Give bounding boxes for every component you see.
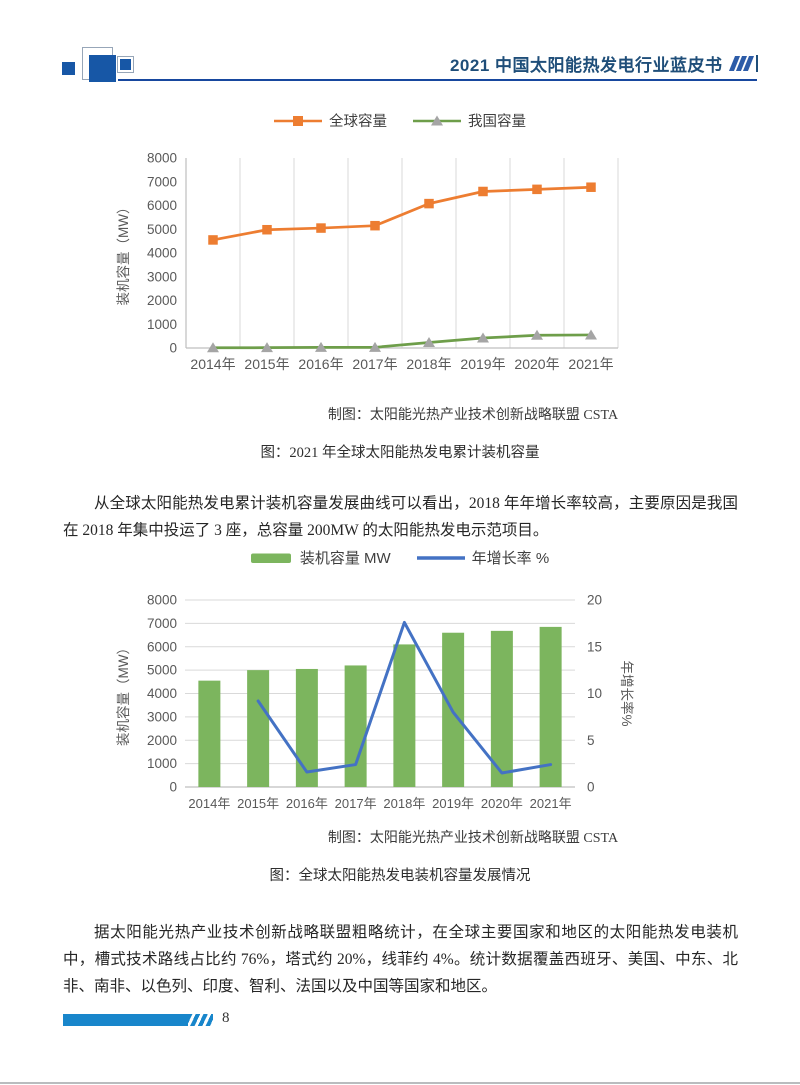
china-capacity-legend-marker <box>413 115 461 125</box>
chart1-source-caption: 制图：太阳能光热产业技术创新战略联盟 CSTA <box>327 408 619 423</box>
svg-text:20: 20 <box>587 593 602 608</box>
svg-text:2017年: 2017年 <box>335 796 377 811</box>
global-capacity-legend-marker <box>274 115 322 126</box>
svg-text:2020年: 2020年 <box>514 356 559 372</box>
svg-text:7000: 7000 <box>147 174 177 189</box>
legend-item-china-capacity: 我国容量 <box>413 110 526 131</box>
scan-artifact-line <box>0 1082 800 1084</box>
svg-text:4000: 4000 <box>147 246 177 261</box>
svg-text:2014年: 2014年 <box>188 796 230 811</box>
capacity-growth-combo-chart-svg: 0 1000 2000 3000 4000 5000 6000 7000 8000 0 5 10 15 2… <box>115 593 635 812</box>
legend-label-growth-rate: 年增长率 % <box>471 550 550 567</box>
chart2-legend: 装机容量 MW 年增长率 % <box>0 547 800 568</box>
footer-bar <box>63 1014 188 1026</box>
slashes-icon <box>728 55 758 72</box>
svg-text:5000: 5000 <box>147 222 177 237</box>
svg-text:2018年: 2018年 <box>406 356 451 372</box>
svg-text:2019年: 2019年 <box>432 796 474 811</box>
svg-text:3000: 3000 <box>147 269 177 284</box>
svg-text:0: 0 <box>587 780 595 795</box>
chart2-source-caption: 制图：太阳能光热产业技术创新战略联盟 CSTA <box>327 831 619 846</box>
cumulative-capacity-line-chart-svg: 0 1000 2000 3000 4000 5000 6000 7000 8000 2014年 20… <box>115 151 619 372</box>
svg-text:2019年: 2019年 <box>460 356 505 372</box>
svg-text:6000: 6000 <box>147 198 177 213</box>
svg-text:2021年: 2021年 <box>568 356 613 372</box>
growth-rate-legend-marker <box>416 555 465 560</box>
paragraph-technology-share: 据太阳能光热产业技术创新战略联盟粗略统计，在全球主要国家和地区的太阳能热发电装机… <box>63 923 738 995</box>
svg-text:8000: 8000 <box>147 593 177 608</box>
footer-slashes-icon <box>188 1014 213 1026</box>
installed-capacity-legend-marker <box>250 553 291 563</box>
svg-text:4000: 4000 <box>147 686 177 701</box>
cumulative-capacity-line-chart: 0 1000 2000 3000 4000 5000 6000 7000 8000 2014年 20… <box>112 136 652 383</box>
legend-item-global-capacity: 全球容量 <box>274 110 387 131</box>
svg-text:2014年: 2014年 <box>190 356 235 372</box>
svg-text:2016年: 2016年 <box>286 796 328 811</box>
svg-text:2021年: 2021年 <box>530 796 572 811</box>
svg-text:0: 0 <box>169 780 177 795</box>
document-title: 2021 中国太阳能热发电行业蓝皮书 <box>449 56 723 75</box>
svg-text:5000: 5000 <box>147 663 177 678</box>
svg-text:3000: 3000 <box>147 709 177 724</box>
logo-big-square <box>89 55 116 82</box>
svg-text:年增长率%: 年增长率% <box>619 660 635 726</box>
svg-text:1000: 1000 <box>147 756 177 771</box>
svg-text:装机容量（MW）: 装机容量（MW） <box>115 641 131 746</box>
legend-item-growth-rate: 年增长率 % <box>416 547 550 568</box>
svg-text:2017年: 2017年 <box>352 356 397 372</box>
svg-text:1000: 1000 <box>147 317 177 332</box>
svg-text:6000: 6000 <box>147 639 177 654</box>
svg-text:2016年: 2016年 <box>298 356 343 372</box>
svg-text:装机容量（MW）: 装机容量（MW） <box>115 201 131 306</box>
legend-label-installed-capacity: 装机容量 MW <box>299 550 391 567</box>
svg-text:2020年: 2020年 <box>481 796 523 811</box>
chart2-figure-caption: 图：全球太阳能热发电装机容量发展情况 <box>269 868 531 884</box>
header-rule <box>118 79 757 81</box>
paragraph-growth-explanation: 从全球太阳能热发电累计装机容量发展曲线可以看出，2018 年年增长率较高，主要原… <box>63 494 738 539</box>
svg-text:15: 15 <box>587 639 602 654</box>
legend-label-china-capacity: 我国容量 <box>468 114 526 130</box>
legend-item-installed-capacity: 装机容量 MW <box>250 547 391 568</box>
chart1-figure-caption: 图：2021 年全球太阳能热发电累计装机容量 <box>260 445 540 461</box>
svg-text:2018年: 2018年 <box>383 796 425 811</box>
svg-text:2000: 2000 <box>147 733 177 748</box>
svg-text:8000: 8000 <box>147 151 177 166</box>
logo-small-square-left <box>62 62 75 75</box>
svg-text:2015年: 2015年 <box>244 356 289 372</box>
svg-text:10: 10 <box>587 686 602 701</box>
chart1-legend: 全球容量 我国容量 <box>0 110 800 131</box>
legend-label-global-capacity: 全球容量 <box>329 114 387 130</box>
svg-text:2015年: 2015年 <box>237 796 279 811</box>
logo-small-square-right <box>120 59 131 70</box>
capacity-growth-combo-chart: 0 1000 2000 3000 4000 5000 6000 7000 8000 0 5 10 15 2… <box>112 582 652 819</box>
svg-text:0: 0 <box>169 341 177 356</box>
svg-text:2000: 2000 <box>147 293 177 308</box>
page-number: 8 <box>222 1010 230 1026</box>
svg-text:5: 5 <box>587 733 595 748</box>
header-title-row: 2021 中国太阳能热发电行业蓝皮书 <box>450 51 758 76</box>
svg-text:7000: 7000 <box>147 616 177 631</box>
